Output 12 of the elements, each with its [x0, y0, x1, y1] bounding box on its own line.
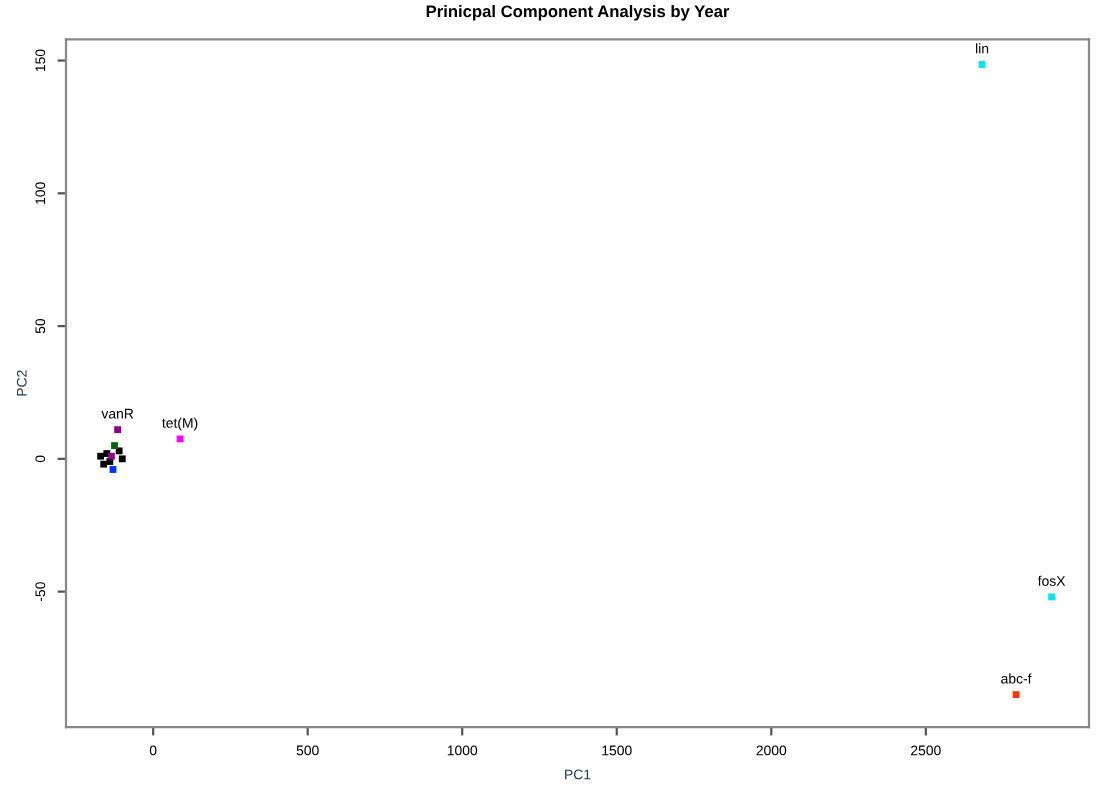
chart-title: Prinicpal Component Analysis by Year	[426, 5, 730, 21]
point	[109, 466, 117, 473]
point	[1048, 593, 1055, 601]
point	[118, 455, 126, 463]
point	[108, 452, 115, 460]
point	[114, 426, 122, 434]
point	[100, 460, 108, 468]
point	[97, 452, 105, 460]
point	[978, 61, 986, 68]
point	[115, 447, 123, 455]
point	[111, 442, 118, 449]
point	[1012, 691, 1020, 699]
